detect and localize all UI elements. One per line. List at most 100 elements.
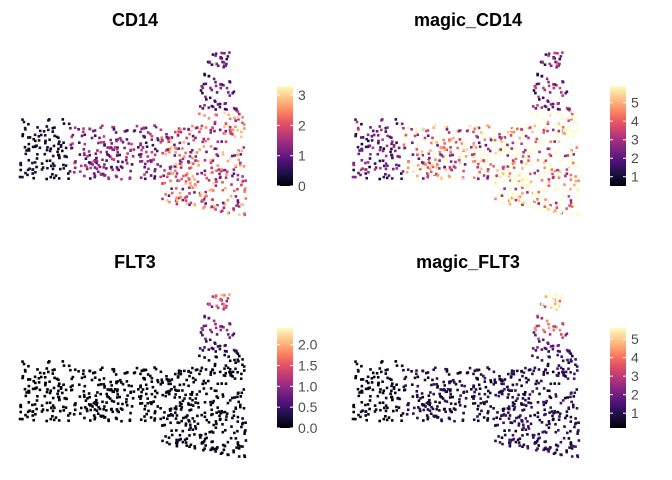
scatter-point: [236, 420, 240, 423]
scatter-point: [213, 362, 217, 366]
scatter-point: [532, 369, 536, 373]
scatter-point: [570, 400, 573, 404]
scatter-point: [73, 126, 77, 129]
scatter-point: [529, 401, 533, 405]
scatter-point: [546, 341, 549, 345]
scatter-point: [140, 127, 144, 131]
scatter-point: [83, 395, 86, 399]
scatter-point: [537, 337, 540, 341]
panel-title: magic_CD14: [414, 10, 522, 30]
scatter-point: [546, 120, 550, 124]
scatter-point: [494, 197, 497, 201]
scatter-point: [203, 447, 206, 450]
scatter-point: [456, 388, 459, 392]
scatter-point: [492, 383, 496, 386]
scatter-point: [79, 170, 82, 173]
scatter-point: [184, 174, 188, 177]
scatter-point: [21, 376, 24, 380]
scatter-point: [98, 136, 101, 140]
scatter-point: [211, 440, 214, 443]
scatter-point: [177, 127, 181, 130]
scatter-point: [545, 399, 548, 403]
scatter-point: [187, 419, 190, 422]
scatter-point: [86, 397, 89, 400]
scatter-point: [446, 388, 450, 391]
scatter-point: [476, 378, 479, 381]
scatter-point: [32, 137, 35, 141]
scatter-point: [27, 136, 30, 139]
scatter-point: [383, 164, 386, 168]
scatter-point: [542, 131, 545, 134]
scatter-point: [444, 168, 447, 172]
scatter-point: [46, 146, 49, 149]
scatter-point: [561, 359, 565, 363]
scatter-point: [464, 397, 468, 400]
scatter-point: [40, 404, 44, 407]
scatter-point: [543, 430, 546, 433]
scatter-point: [573, 391, 577, 395]
scatter-point: [545, 77, 549, 81]
scatter-point: [564, 370, 568, 374]
scatter-point: [371, 146, 375, 150]
scatter-point: [431, 378, 434, 382]
scatter-point: [449, 138, 453, 141]
scatter-point: [111, 125, 114, 129]
scatter-point: [228, 336, 231, 339]
scatter-point: [228, 157, 232, 160]
scatter-point: [534, 328, 538, 332]
scatter-point: [199, 433, 203, 437]
scatter-point: [366, 387, 370, 391]
scatter-point: [204, 324, 208, 328]
scatter-point: [429, 170, 433, 173]
scatter-point: [230, 425, 233, 428]
scatter-point: [483, 134, 487, 138]
scatter-point: [67, 419, 70, 422]
scatter-point: [506, 396, 510, 399]
scatter-point: [571, 445, 575, 448]
scatter-point: [555, 326, 558, 329]
scatter-point: [444, 390, 447, 393]
scatter-point: [556, 168, 560, 172]
scatter-point: [573, 149, 577, 153]
scatter-point: [547, 355, 551, 358]
scatter-point: [233, 431, 236, 435]
scatter-point: [541, 60, 544, 64]
scatter-point: [574, 175, 577, 178]
scatter-point: [537, 202, 540, 205]
scatter-point: [45, 367, 49, 370]
scatter-point: [170, 387, 173, 391]
scatter-point: [91, 163, 94, 166]
scatter-point: [82, 130, 85, 134]
scatter-point: [199, 331, 203, 334]
scatter-point: [231, 370, 235, 374]
scatter-point: [554, 423, 557, 426]
scatter-point: [548, 180, 551, 184]
scatter-point: [202, 379, 206, 383]
scatter-point: [462, 148, 466, 152]
scatter-point: [532, 194, 535, 197]
scatter-point: [377, 381, 380, 385]
scatter-point: [565, 172, 569, 175]
scatter-point: [470, 388, 473, 391]
scatter-point: [396, 397, 399, 400]
scatter-point: [88, 369, 91, 373]
scatter-point: [519, 172, 522, 175]
scatter-point: [181, 389, 184, 392]
scatter-point: [532, 127, 536, 131]
scatter-point: [223, 132, 227, 135]
scatter-point: [522, 423, 525, 427]
scatter-point: [140, 160, 144, 163]
scatter-point: [212, 205, 215, 209]
scatter-point: [216, 164, 219, 167]
scatter-point: [164, 152, 167, 156]
scatter-point: [96, 149, 99, 152]
scatter-point: [207, 179, 211, 182]
scatter-point: [531, 105, 535, 108]
scatter-point: [510, 130, 514, 133]
scatter-point: [458, 129, 461, 133]
scatter-point: [210, 447, 214, 450]
scatter-point: [223, 107, 227, 111]
scatter-point: [541, 302, 544, 306]
scatter-point: [187, 402, 190, 405]
scatter-point: [549, 382, 553, 386]
